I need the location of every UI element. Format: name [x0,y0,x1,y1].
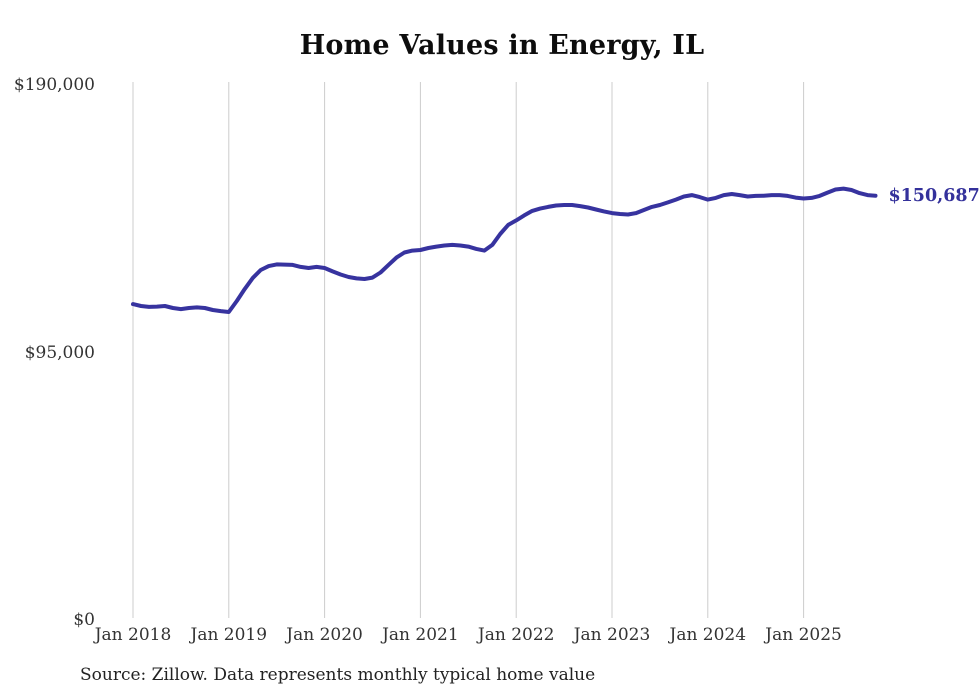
x-tick-label: Jan 2019 [190,625,268,645]
x-tick-label: Jan 2018 [94,625,172,645]
x-tick-label: Jan 2021 [382,625,459,645]
chart-title: Home Values in Energy, IL [299,30,705,61]
x-tick-label: Jan 2023 [573,625,651,645]
latest-value-label: $150,687 [888,185,980,206]
y-tick-label: $95,000 [24,342,95,363]
x-tick-label: Jan 2024 [669,625,747,645]
home-value-line [131,186,878,314]
x-tick-label: Jan 2022 [477,625,555,645]
x-tick-label: Jan 2020 [286,625,363,645]
y-tick-label: $0 [73,610,95,630]
y-tick-label: $190,000 [13,75,95,95]
source-note: Source: Zillow. Data represents monthly … [80,665,596,685]
x-tick-label: Jan 2025 [765,625,842,645]
